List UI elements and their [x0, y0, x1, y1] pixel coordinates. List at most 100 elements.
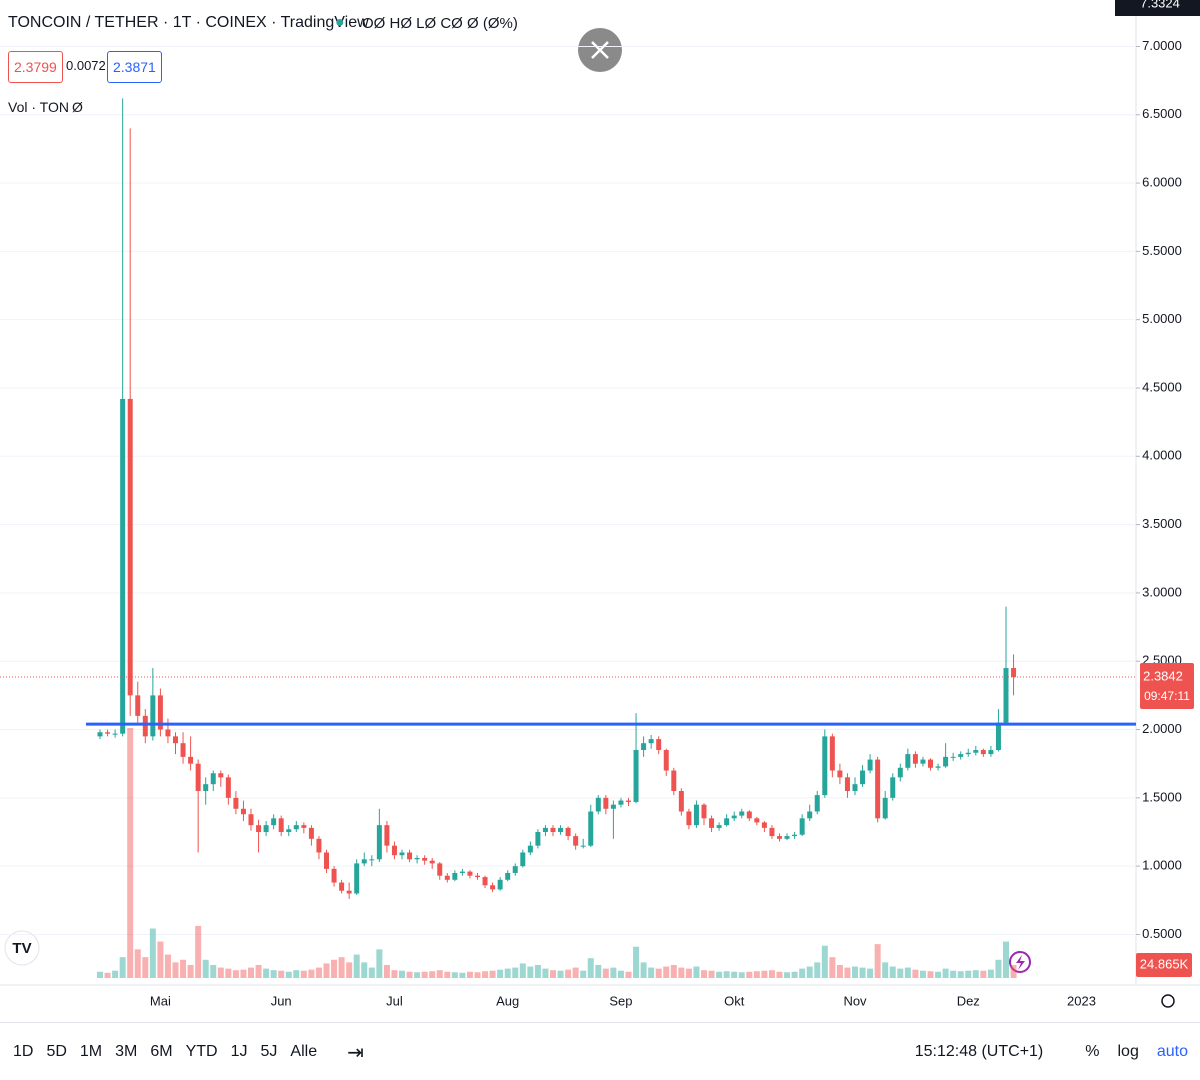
candle-body [943, 756, 949, 767]
candle-body [701, 804, 707, 819]
candle-body [127, 398, 133, 696]
candle-body [573, 836, 579, 846]
candle-body [550, 827, 556, 832]
volume-bar [127, 728, 134, 978]
range-button[interactable]: 1J [230, 1043, 248, 1060]
volume-bar [444, 971, 451, 978]
volume-bar [716, 971, 723, 978]
candle-body [97, 732, 103, 737]
candle-body [814, 795, 820, 812]
candle-body [648, 739, 654, 744]
candle-body [210, 773, 216, 785]
y-tick-label: 4.0000 [1142, 448, 1182, 463]
volume-bar [897, 968, 904, 978]
volume-bar [678, 967, 685, 978]
scale-option[interactable]: auto [1156, 1043, 1188, 1060]
volume-bar [1010, 965, 1017, 978]
volume-bar [542, 968, 549, 978]
candle-body [837, 770, 843, 778]
volume-bar [399, 970, 405, 978]
symbol-title: TONCOIN / TETHER · 1T · COINEX · Trading… [8, 14, 369, 31]
volume-bar [195, 925, 202, 978]
range-button[interactable]: Alle [290, 1043, 318, 1060]
candle-body [588, 811, 594, 846]
candle-body [414, 857, 420, 860]
range-button[interactable]: 5D [46, 1043, 67, 1060]
volume-bar [466, 971, 473, 978]
volume-bar [587, 958, 594, 978]
chart: 7.3324 TV 0.50001.00001.50002.00002.5000… [0, 0, 1200, 1008]
range-button[interactable]: 5J [260, 1043, 278, 1060]
y-tick-label: 4.5000 [1142, 379, 1182, 394]
candle-body [761, 822, 767, 828]
volume-bar [376, 949, 383, 978]
candle-body [565, 827, 571, 837]
candle-body [542, 827, 548, 832]
volume-bar [497, 969, 504, 978]
volume-bar [995, 959, 1002, 978]
date-range-icon[interactable]: ⇥ [347, 1041, 364, 1064]
volume-bar [308, 969, 315, 978]
scale-option[interactable]: log [1117, 1043, 1139, 1060]
candle-body [399, 852, 405, 856]
x-tick-label: Okt [724, 993, 745, 1008]
candle-body [444, 875, 450, 880]
volume-bar [180, 959, 187, 978]
candle-body [746, 811, 752, 819]
x-tick-label: Dez [957, 993, 980, 1008]
candle-body [626, 800, 631, 802]
candle-body [225, 777, 231, 798]
volume-bar [459, 972, 466, 978]
candle-body [693, 804, 699, 826]
volume-bar [300, 970, 307, 978]
candle-body [467, 871, 473, 876]
volume-bar [353, 954, 360, 978]
grid [0, 45, 1136, 935]
candle-body [346, 890, 352, 894]
volume-bar [768, 970, 775, 978]
candle-body [505, 872, 511, 880]
candle-body [354, 863, 360, 894]
candle-body [610, 804, 616, 809]
volume-bars [97, 728, 1017, 978]
x-tick-label: Sep [609, 993, 632, 1008]
candle-body [822, 736, 828, 796]
volume-bar [519, 963, 526, 978]
candle-body [391, 845, 397, 856]
volume-bar [293, 970, 300, 978]
range-button[interactable]: 1D [13, 1043, 34, 1060]
volume-bar [602, 968, 609, 978]
scale-option[interactable]: % [1085, 1043, 1100, 1060]
candle-body [142, 715, 148, 737]
candle-body [180, 743, 186, 757]
bid-box[interactable]: 2.3799 [8, 51, 63, 83]
x-tick-label: Aug [496, 993, 519, 1008]
volume-bar [565, 969, 572, 978]
volume-bar [202, 959, 209, 978]
tv-logo[interactable] [4, 930, 40, 966]
range-button[interactable]: YTD [185, 1043, 218, 1060]
volume-bar [436, 970, 443, 978]
range-button[interactable]: 6M [150, 1043, 173, 1060]
volume-bar [965, 970, 972, 978]
settings-icon[interactable] [1161, 994, 1175, 1008]
candle-body [339, 882, 345, 891]
volume-bar [859, 967, 866, 978]
ask-box[interactable]: 2.3871 [107, 51, 162, 83]
range-button[interactable]: 1M [79, 1043, 103, 1060]
volume-bar [489, 970, 496, 978]
candle-body [950, 756, 956, 758]
volume-bar [338, 957, 345, 978]
volume-bar [346, 962, 353, 978]
volume-bar [595, 964, 602, 978]
volume-bar [285, 971, 292, 978]
candle-body [603, 797, 609, 809]
candle-body [527, 845, 533, 853]
volume-bar [482, 971, 489, 978]
candle-body [852, 784, 858, 792]
range-button[interactable]: 3M [115, 1043, 138, 1060]
candle-body [641, 743, 647, 751]
candle-body [120, 398, 126, 734]
volume-bar [829, 957, 836, 978]
candle-body [724, 818, 730, 826]
